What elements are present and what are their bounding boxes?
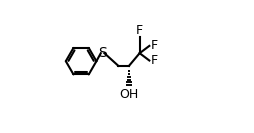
Text: OH: OH: [119, 88, 139, 101]
Text: F: F: [151, 39, 158, 52]
Text: F: F: [136, 24, 143, 37]
Text: F: F: [151, 54, 158, 67]
Text: S: S: [98, 46, 107, 60]
